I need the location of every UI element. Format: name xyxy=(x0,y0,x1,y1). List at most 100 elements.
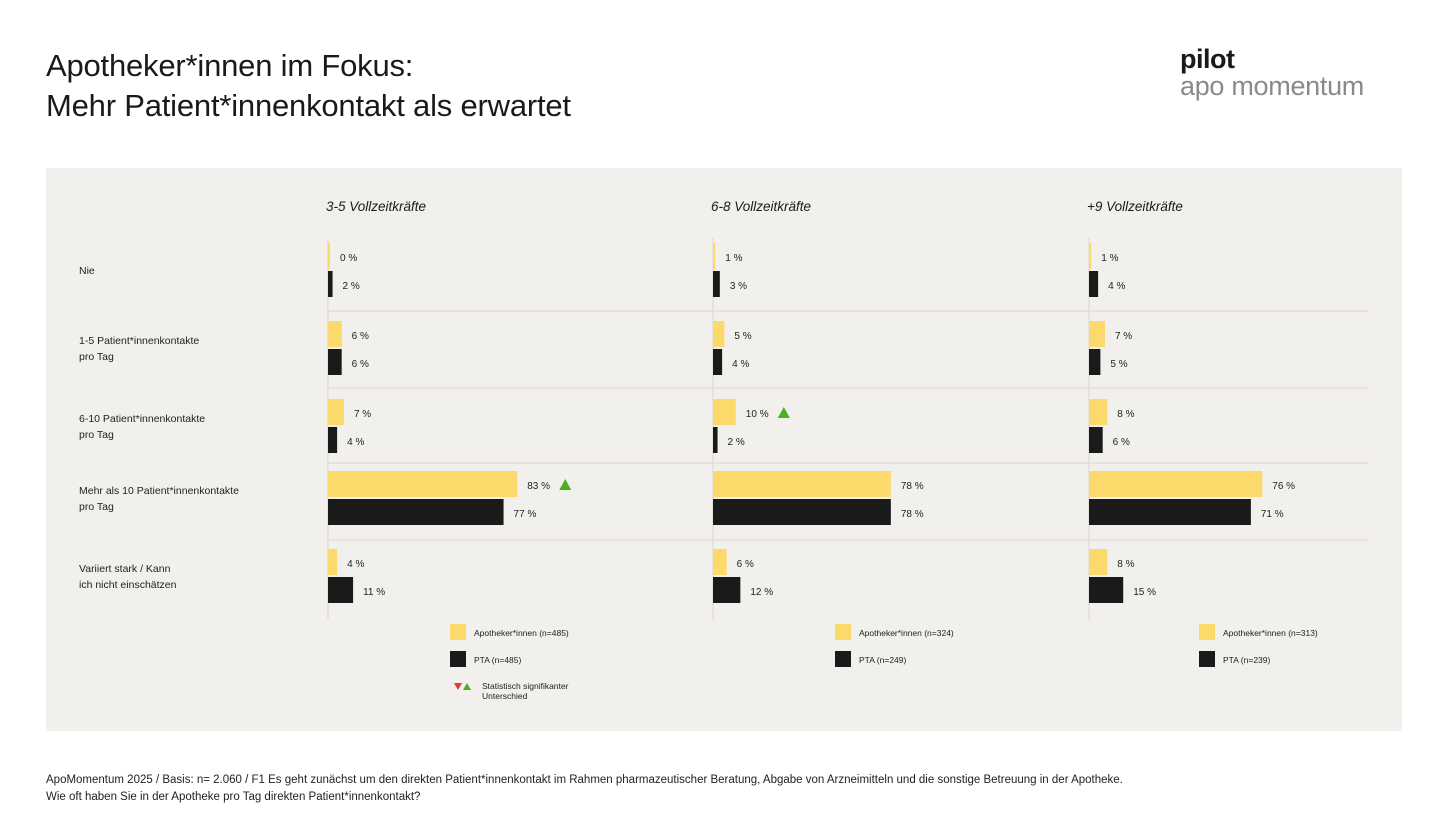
bar-pta xyxy=(328,349,342,375)
bar-apotheker xyxy=(1089,471,1263,497)
bar-pta xyxy=(328,499,504,525)
logo-line-1: pilot xyxy=(1180,44,1235,74)
bar-apotheker xyxy=(713,471,891,497)
category-label: Mehr als 10 Patient*innenkontakte xyxy=(79,485,239,497)
bar-apotheker xyxy=(713,243,716,269)
bar-pta xyxy=(328,271,333,297)
category-label: Variiert stark / Kann xyxy=(79,563,171,575)
legend-label: PTA (n=249) xyxy=(859,655,906,665)
bar-apotheker xyxy=(328,471,518,497)
footer-line-2: Wie oft haben Sie in der Apotheke pro Ta… xyxy=(46,791,421,803)
bar-pta xyxy=(713,271,720,297)
value-label: 11 % xyxy=(363,587,385,598)
legend-note: Statistisch signifikanter xyxy=(482,681,569,691)
legend-swatch-pta xyxy=(450,651,466,667)
value-label: 0 % xyxy=(340,253,357,264)
legend-swatch-apotheker xyxy=(835,624,851,640)
bar-pta xyxy=(713,499,891,525)
value-label: 4 % xyxy=(347,559,364,570)
legend-label: Apotheker*innen (n=324) xyxy=(859,628,954,638)
value-label: 8 % xyxy=(1117,409,1134,420)
bar-apotheker xyxy=(328,549,338,575)
bar-pta xyxy=(1089,427,1103,453)
legend-label: Apotheker*innen (n=485) xyxy=(474,628,569,638)
value-label: 6 % xyxy=(352,359,369,370)
bar-apotheker xyxy=(1089,399,1108,425)
value-label: 4 % xyxy=(1108,281,1125,292)
value-label: 8 % xyxy=(1117,559,1134,570)
value-label: 2 % xyxy=(728,437,745,448)
significance-up-icon xyxy=(463,683,471,690)
panel-title: +9 Vollzeitkräfte xyxy=(1087,199,1183,214)
footer-note: ApoMomentum 2025 / Basis: n= 2.060 / F1 … xyxy=(46,772,1416,806)
chart-panel: Nie 1-5 Patient*innenkontakte pro Tag 6-10 … xyxy=(46,168,1402,731)
value-label: 15 % xyxy=(1133,587,1156,598)
bar-pta xyxy=(1089,349,1101,375)
legend-label: Apotheker*innen (n=313) xyxy=(1223,628,1318,638)
bar-pta xyxy=(1089,271,1099,297)
chart-svg: Nie 1-5 Patient*innenkontakte pro Tag 6-10 … xyxy=(79,199,1369,701)
logo-line-2: apo momentum xyxy=(1180,71,1364,101)
panel-title: 6-8 Vollzeitkräfte xyxy=(711,199,811,214)
category-label: ich nicht einschätzen xyxy=(79,579,177,591)
value-label: 6 % xyxy=(1113,437,1130,448)
bar-pta xyxy=(713,349,723,375)
bar-pta xyxy=(328,427,338,453)
value-label: 1 % xyxy=(1101,253,1118,264)
value-label: 71 % xyxy=(1261,509,1284,520)
category-label: pro Tag xyxy=(79,501,114,513)
page-title: Apotheker*innen im Fokus: Mehr Patient*i… xyxy=(46,46,571,126)
bar-pta xyxy=(1089,577,1124,603)
value-label: 1 % xyxy=(725,253,742,264)
value-label: 4 % xyxy=(347,437,364,448)
value-label: 78 % xyxy=(901,509,924,520)
bar-pta xyxy=(328,577,354,603)
legend-swatch-apotheker xyxy=(450,624,466,640)
title-line-2: Mehr Patient*innenkontakt als erwartet xyxy=(46,88,571,123)
footer-line-1: ApoMomentum 2025 / Basis: n= 2.060 / F1 … xyxy=(46,774,1123,786)
category-label: Nie xyxy=(79,265,95,277)
value-label: 4 % xyxy=(732,359,749,370)
category-label: 1-5 Patient*innenkontakte xyxy=(79,335,199,347)
category-label: pro Tag xyxy=(79,429,114,441)
bar-apotheker xyxy=(328,399,344,425)
category-label: 6-10 Patient*innenkontakte xyxy=(79,413,205,425)
value-label: 2 % xyxy=(343,281,360,292)
value-label: 78 % xyxy=(901,481,924,492)
title-line-1: Apotheker*innen im Fokus: xyxy=(46,48,414,83)
bar-apotheker xyxy=(713,321,725,347)
value-label: 77 % xyxy=(514,509,537,520)
value-label: 10 % xyxy=(746,409,769,420)
bar-pta xyxy=(713,577,741,603)
legend-swatch-apotheker xyxy=(1199,624,1215,640)
value-label: 76 % xyxy=(1272,481,1295,492)
value-label: 5 % xyxy=(734,331,751,342)
bar-pta xyxy=(1089,499,1251,525)
value-label: 5 % xyxy=(1110,359,1127,370)
value-label: 3 % xyxy=(730,281,747,292)
legend-note: Unterschied xyxy=(482,691,528,701)
value-label: 6 % xyxy=(737,559,754,570)
bar-apotheker xyxy=(328,243,330,269)
bar-pta xyxy=(713,427,718,453)
bar-apotheker xyxy=(1089,243,1092,269)
value-label: 12 % xyxy=(750,587,773,598)
bar-apotheker xyxy=(1089,321,1105,347)
value-label: 7 % xyxy=(1115,331,1132,342)
legend-swatch-pta xyxy=(1199,651,1215,667)
value-label: 7 % xyxy=(354,409,371,420)
value-label: 83 % xyxy=(527,481,550,492)
bar-apotheker xyxy=(328,321,342,347)
legend-label: PTA (n=239) xyxy=(1223,655,1270,665)
significance-down-icon xyxy=(454,683,462,690)
significance-up-icon xyxy=(559,479,572,490)
bar-apotheker xyxy=(713,399,736,425)
bar-apotheker xyxy=(713,549,727,575)
panel-title: 3-5 Vollzeitkräfte xyxy=(326,199,426,214)
legend-swatch-pta xyxy=(835,651,851,667)
significance-up-icon xyxy=(777,407,790,418)
brand-logo: pilot apo momentum xyxy=(1180,46,1364,100)
legend-label: PTA (n=485) xyxy=(474,655,521,665)
bar-apotheker xyxy=(1089,549,1108,575)
category-label: pro Tag xyxy=(79,351,114,363)
